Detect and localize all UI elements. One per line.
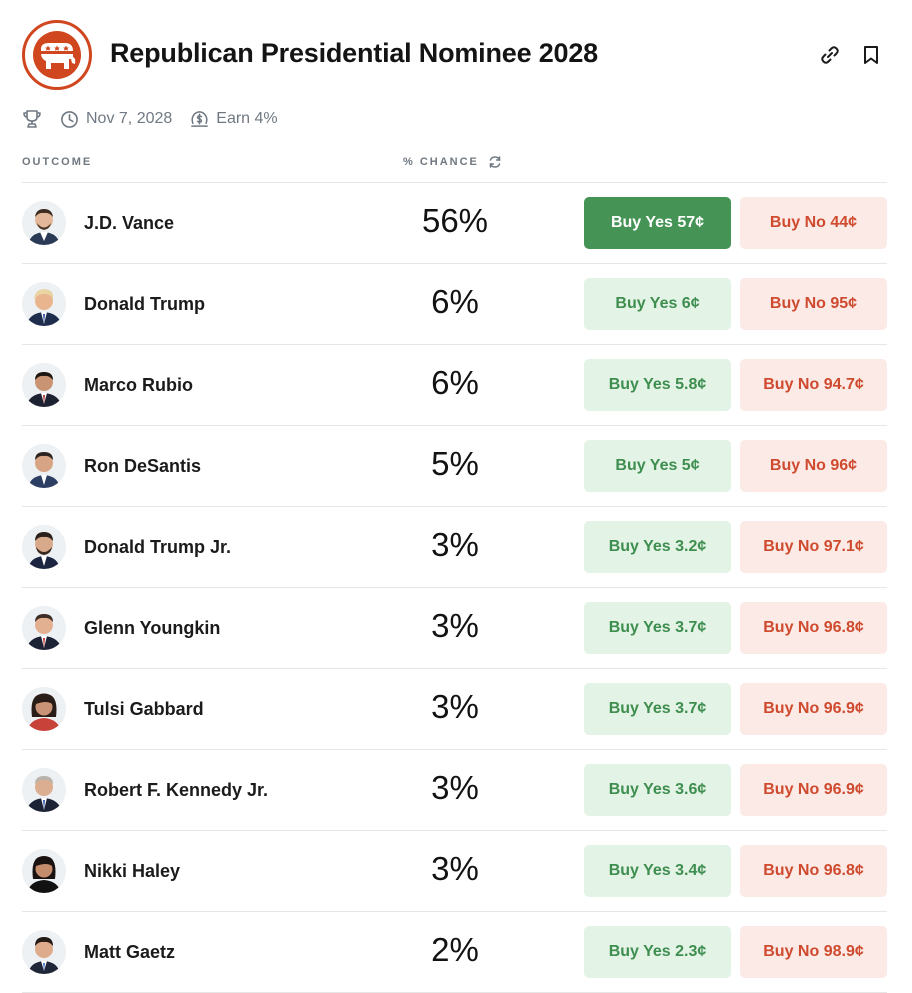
buy-no-button[interactable]: Buy No 96.9¢ xyxy=(740,764,887,816)
avatar xyxy=(22,687,66,731)
buy-yes-button[interactable]: Buy Yes 3.7¢ xyxy=(584,602,731,654)
outcome-name: Ron DeSantis xyxy=(84,456,202,476)
outcome-name: Glenn Youngkin xyxy=(84,618,221,638)
table-row[interactable]: Glenn Youngkin 3% Buy Yes 3.7¢ Buy No 96… xyxy=(22,588,887,669)
avatar xyxy=(22,282,66,326)
outcome-name: Donald Trump xyxy=(84,294,205,314)
outcome-chance: 6% xyxy=(431,364,479,401)
table-row[interactable]: Matt Gaetz 2% Buy Yes 2.3¢ Buy No 98.9¢ xyxy=(22,912,887,993)
outcome-name: J.D. Vance xyxy=(84,213,175,233)
outcome-chance: 3% xyxy=(431,607,479,644)
end-date: Nov 7, 2028 xyxy=(86,110,173,127)
avatar xyxy=(22,606,66,650)
avatar xyxy=(22,768,66,812)
buy-yes-button[interactable]: Buy Yes 3.2¢ xyxy=(584,521,731,573)
buy-yes-button[interactable]: Buy Yes 5¢ xyxy=(584,440,731,492)
outcome-chance: 6% xyxy=(431,283,479,320)
table-row[interactable]: Robert F. Kennedy Jr. 3% Buy Yes 3.6¢ Bu… xyxy=(22,750,887,831)
buy-yes-button[interactable]: Buy Yes 2.3¢ xyxy=(584,926,731,978)
buy-yes-button[interactable]: Buy Yes 3.6¢ xyxy=(584,764,731,816)
buy-no-button[interactable]: Buy No 96¢ xyxy=(740,440,887,492)
outcome-name: Tulsi Gabbard xyxy=(84,699,204,719)
buy-no-button[interactable]: Buy No 98.9¢ xyxy=(740,926,887,978)
table-row[interactable]: Nikki Haley 3% Buy Yes 3.4¢ Buy No 96.8¢ xyxy=(22,831,887,912)
outcomes-table: J.D. Vance 56% Buy Yes 57¢ Buy No 44¢ Do… xyxy=(22,182,887,993)
table-row[interactable]: Donald Trump 6% Buy Yes 6¢ Buy No 95¢ xyxy=(22,264,887,345)
table-row[interactable]: J.D. Vance 56% Buy Yes 57¢ Buy No 44¢ xyxy=(22,183,887,264)
buy-yes-button[interactable]: Buy Yes 3.7¢ xyxy=(584,683,731,735)
market-meta: Nov 7, 2028 Earn 4% xyxy=(22,108,296,130)
buy-yes-button[interactable]: Buy Yes 5.8¢ xyxy=(584,359,731,411)
buy-no-button[interactable]: Buy No 96.8¢ xyxy=(740,845,887,897)
avatar xyxy=(22,930,66,974)
outcome-chance: 3% xyxy=(431,688,479,725)
buy-no-button[interactable]: Buy No 44¢ xyxy=(740,197,887,249)
buy-yes-button[interactable]: Buy Yes 6¢ xyxy=(584,278,731,330)
outcome-name: Donald Trump Jr. xyxy=(84,537,232,557)
table-row[interactable]: Tulsi Gabbard 3% Buy Yes 3.7¢ Buy No 96.… xyxy=(22,669,887,750)
trophy-icon[interactable] xyxy=(22,109,42,129)
buy-no-button[interactable]: Buy No 95¢ xyxy=(740,278,887,330)
chance-column-header: % CHANCE xyxy=(403,156,479,168)
gop-elephant-logo xyxy=(22,20,92,90)
link-icon[interactable] xyxy=(819,44,841,66)
table-row[interactable]: Donald Trump Jr. 3% Buy Yes 3.2¢ Buy No … xyxy=(22,507,887,588)
outcome-column-header: OUTCOME xyxy=(22,156,93,168)
clock-icon xyxy=(60,110,79,129)
buy-no-button[interactable]: Buy No 96.8¢ xyxy=(740,602,887,654)
avatar xyxy=(22,849,66,893)
outcome-name: Matt Gaetz xyxy=(84,942,176,962)
buy-no-button[interactable]: Buy No 96.9¢ xyxy=(740,683,887,735)
avatar xyxy=(22,363,66,407)
table-row[interactable]: Ron DeSantis 5% Buy Yes 5¢ Buy No 96¢ xyxy=(22,426,887,507)
avatar xyxy=(22,201,66,245)
outcome-chance: 3% xyxy=(431,769,479,806)
earn-icon xyxy=(190,110,209,129)
outcome-name: Nikki Haley xyxy=(84,861,181,881)
buy-no-button[interactable]: Buy No 94.7¢ xyxy=(740,359,887,411)
outcome-chance: 2% xyxy=(431,931,479,968)
refresh-icon[interactable] xyxy=(488,155,502,169)
outcome-chance: 3% xyxy=(431,850,479,887)
buy-yes-button[interactable]: Buy Yes 3.4¢ xyxy=(584,845,731,897)
outcome-chance: 5% xyxy=(431,445,479,482)
market-header: Republican Presidential Nominee 2028 xyxy=(22,20,888,92)
avatar xyxy=(22,525,66,569)
table-row[interactable]: Marco Rubio 6% Buy Yes 5.8¢ Buy No 94.7¢ xyxy=(22,345,887,426)
avatar xyxy=(22,444,66,488)
buy-no-button[interactable]: Buy No 97.1¢ xyxy=(740,521,887,573)
bookmark-icon[interactable] xyxy=(860,44,882,66)
outcome-name: Robert F. Kennedy Jr. xyxy=(84,780,269,800)
earn-label: Earn 4% xyxy=(216,110,278,127)
outcome-chance: 56% xyxy=(421,202,489,239)
outcome-name: Marco Rubio xyxy=(84,375,194,395)
buy-yes-button[interactable]: Buy Yes 57¢ xyxy=(584,197,731,249)
outcome-chance: 3% xyxy=(431,526,479,563)
page-title: Republican Presidential Nominee 2028 xyxy=(110,38,598,68)
